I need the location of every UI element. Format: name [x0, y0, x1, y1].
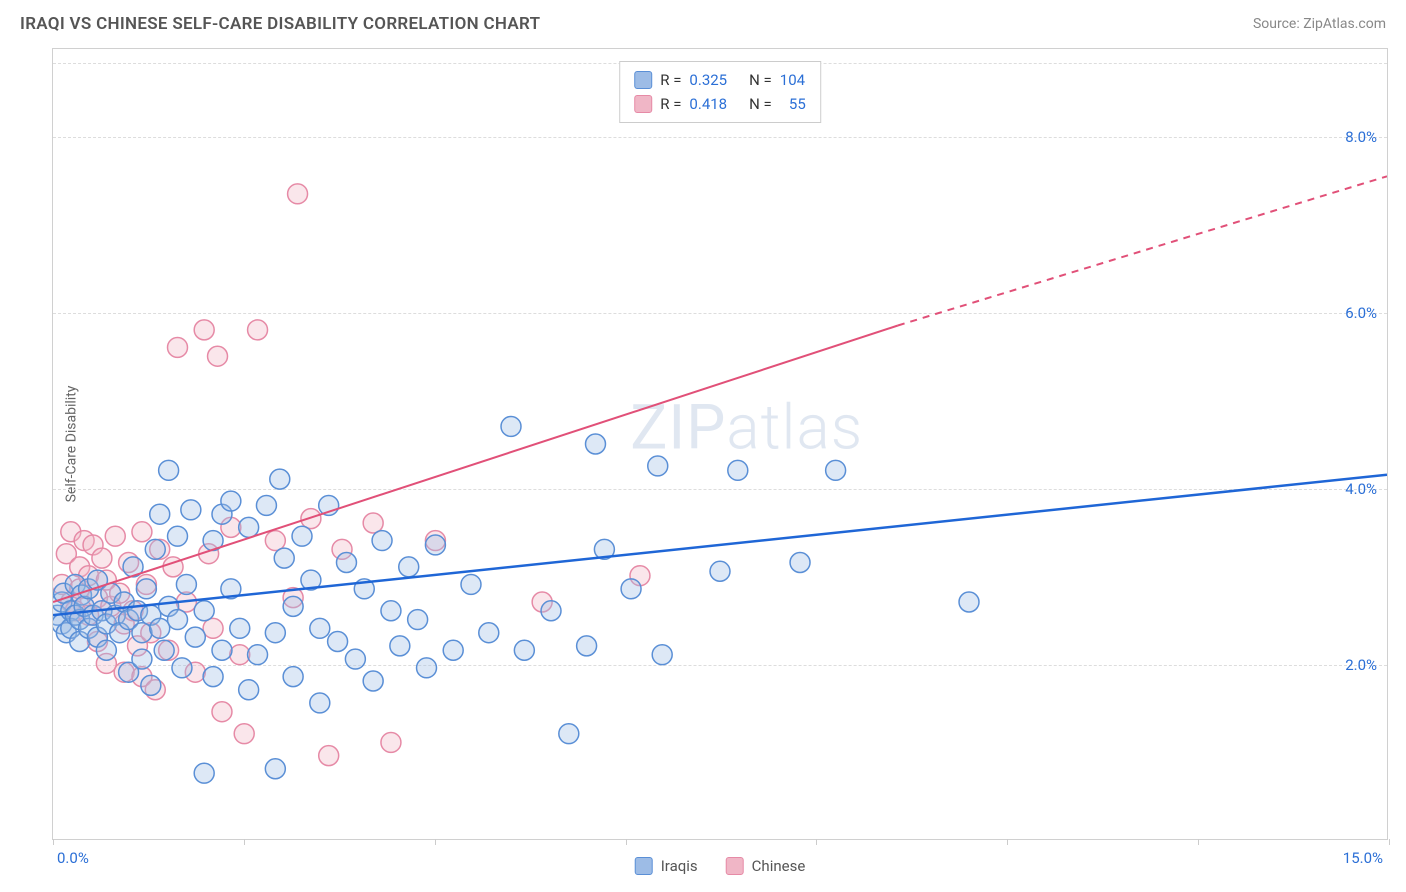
chart-title: IRAQI VS CHINESE SELF-CARE DISABILITY CO… — [20, 14, 540, 34]
chart-area: Self-Care Disability ZIPatlas 2.0%4.0%6.… — [52, 48, 1388, 840]
legend-swatch-chinese — [634, 95, 652, 113]
legend-swatch-iraqis-icon — [635, 857, 653, 875]
source-label: Source: ZipAtlas.com — [1253, 16, 1386, 32]
legend-stats-row-iraqis: R = 0.325 N = 104 — [634, 68, 806, 92]
y-tick-label: 2.0% — [1345, 656, 1377, 674]
y-tick-label: 8.0% — [1345, 128, 1377, 146]
legend-series: Iraqis Chinese — [635, 857, 806, 875]
x-axis-end-label: 15.0% — [1343, 849, 1383, 867]
y-tick-label: 4.0% — [1345, 480, 1377, 498]
legend-swatch-iraqis — [634, 71, 652, 89]
legend-stats: R = 0.325 N = 104 R = 0.418 N = 55 — [619, 61, 821, 123]
legend-item-chinese: Chinese — [726, 857, 806, 875]
legend-item-iraqis: Iraqis — [635, 857, 698, 875]
scatter-plot — [53, 49, 1387, 839]
header: IRAQI VS CHINESE SELF-CARE DISABILITY CO… — [0, 0, 1406, 40]
legend-swatch-chinese-icon — [726, 857, 744, 875]
legend-stats-row-chinese: R = 0.418 N = 55 — [634, 92, 806, 116]
x-axis-origin-label: 0.0% — [57, 849, 89, 867]
y-tick-label: 6.0% — [1345, 304, 1377, 322]
